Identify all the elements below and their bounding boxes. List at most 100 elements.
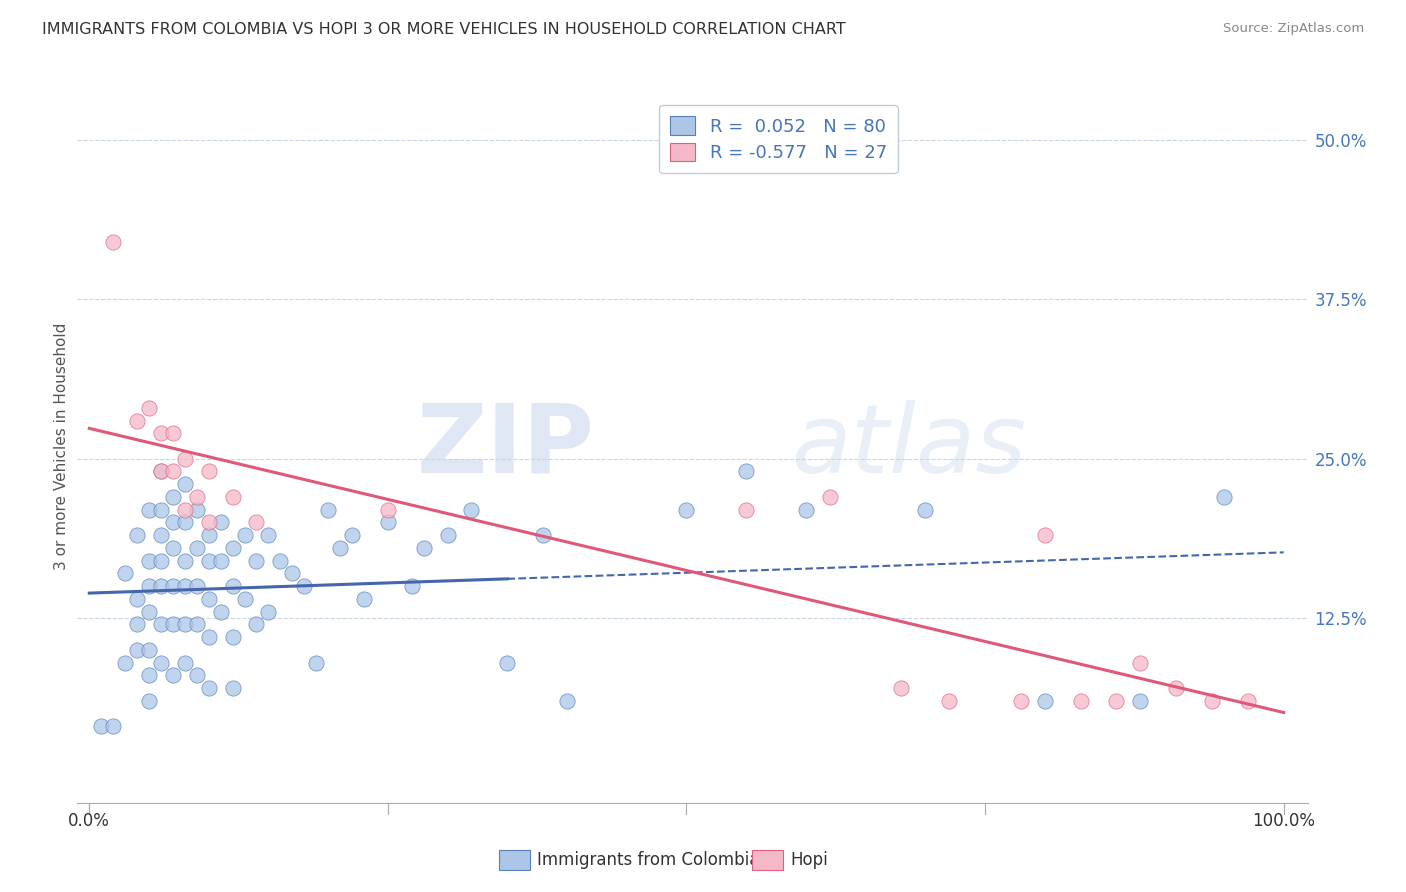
Point [329,541,352,555]
Point [209,605,232,619]
Point [914,502,936,516]
Point [221,541,243,555]
Point [149,554,172,568]
Point [197,528,219,542]
Point [138,605,160,619]
Point [401,579,423,593]
Point [197,630,219,644]
Point [1033,694,1056,708]
Point [149,502,172,516]
Point [377,502,399,516]
Point [125,643,148,657]
Text: Source: ZipAtlas.com: Source: ZipAtlas.com [1223,22,1364,36]
Point [233,591,256,606]
Point [245,554,267,568]
Point [233,528,256,542]
Point [186,541,208,555]
Point [149,426,172,441]
Point [186,579,208,593]
Point [221,579,243,593]
Point [162,516,184,530]
Y-axis label: 3 or more Vehicles in Household: 3 or more Vehicles in Household [53,322,69,570]
Point [1201,694,1223,708]
Point [173,656,195,670]
Point [125,528,148,542]
Point [1129,694,1152,708]
Point [197,681,219,695]
Point [173,579,195,593]
Point [221,630,243,644]
Point [1010,694,1032,708]
Point [149,579,172,593]
Point [149,528,172,542]
Point [1105,694,1128,708]
Point [173,502,195,516]
Point [316,502,339,516]
Point [818,490,841,504]
Point [186,668,208,682]
Point [138,668,160,682]
Point [138,401,160,415]
Point [138,554,160,568]
Point [138,694,160,708]
Point [173,554,195,568]
Point [186,490,208,504]
Point [149,465,172,479]
Point [496,656,519,670]
Point [890,681,912,695]
Point [162,579,184,593]
Point [101,235,124,249]
Point [125,617,148,632]
Point [221,681,243,695]
Point [173,451,195,466]
Point [794,502,817,516]
Point [197,465,219,479]
Point [735,465,758,479]
Point [412,541,434,555]
Point [938,694,960,708]
Point [173,477,195,491]
Point [114,656,136,670]
Point [90,719,112,733]
Point [101,719,124,733]
Point [114,566,136,581]
Point [162,541,184,555]
Point [1213,490,1236,504]
Point [125,413,148,427]
Point [186,617,208,632]
Point [149,465,172,479]
Point [245,617,267,632]
Point [138,502,160,516]
Point [186,502,208,516]
Point [735,502,758,516]
Point [138,643,160,657]
Point [281,566,304,581]
Point [221,490,243,504]
Point [162,465,184,479]
Point [149,656,172,670]
Point [1166,681,1188,695]
Point [245,516,267,530]
Point [162,668,184,682]
Point [257,528,280,542]
Point [173,516,195,530]
Point [555,694,578,708]
Point [173,617,195,632]
Point [1033,528,1056,542]
Point [305,656,328,670]
Point [162,426,184,441]
Point [209,554,232,568]
Point [257,605,280,619]
Point [197,516,219,530]
Point [125,591,148,606]
Point [1070,694,1092,708]
Point [209,516,232,530]
Text: Immigrants from Colombia: Immigrants from Colombia [537,851,759,869]
Point [197,554,219,568]
Point [138,579,160,593]
Point [162,490,184,504]
Point [149,617,172,632]
Point [436,528,458,542]
Point [162,617,184,632]
Point [675,502,697,516]
